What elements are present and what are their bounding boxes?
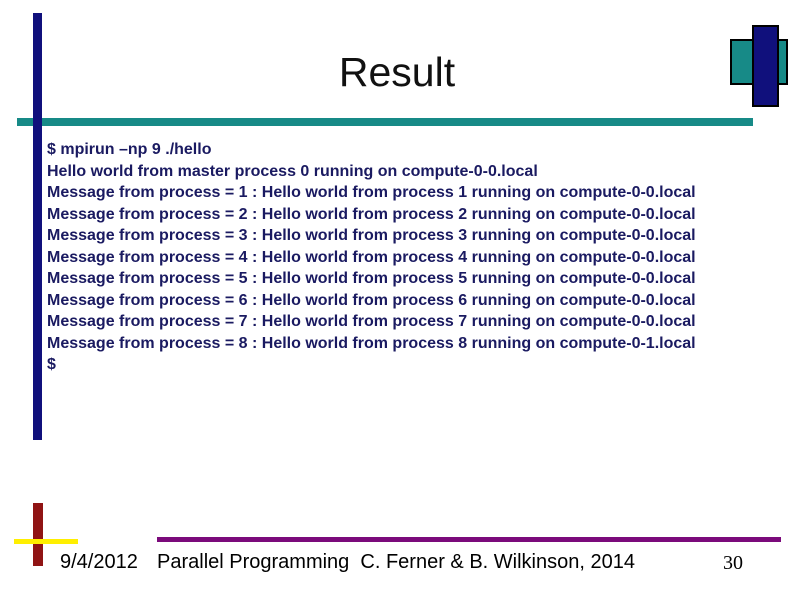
console-line: Message from process = 7 : Hello world f… bbox=[47, 313, 696, 330]
console-output: $ mpirun –np 9 ./hello Hello world from m… bbox=[47, 139, 747, 376]
console-line: Message from process = 4 : Hello world f… bbox=[47, 248, 696, 266]
footer-red-accent-bar bbox=[33, 503, 43, 566]
footer-purple-rule bbox=[157, 537, 781, 542]
console-line: $ bbox=[47, 356, 56, 373]
console-line: Message from process = 1 : Hello world f… bbox=[47, 184, 696, 201]
console-line: $ mpirun –np 9 ./hello bbox=[47, 141, 212, 158]
left-accent-bar bbox=[33, 13, 42, 440]
footer-date: 9/4/2012 bbox=[60, 551, 138, 573]
corner-navy-rect bbox=[752, 25, 779, 107]
title-divider-rule bbox=[17, 118, 753, 126]
console-line: Hello world from master process 0 runnin… bbox=[47, 162, 538, 180]
footer-page-number: 30 bbox=[723, 552, 743, 574]
console-line: Message from process = 2 : Hello world f… bbox=[47, 205, 696, 223]
console-line: Message from process = 8 : Hello world f… bbox=[47, 334, 696, 352]
console-line: Message from process = 3 : Hello world f… bbox=[47, 227, 696, 244]
console-line: Message from process = 6 : Hello world f… bbox=[47, 291, 696, 309]
slide-title: Result bbox=[338, 49, 456, 95]
console-line: Message from process = 5 : Hello world f… bbox=[47, 270, 696, 287]
footer-credit: Parallel Programming C. Ferner & B. Wilk… bbox=[157, 551, 635, 573]
footer-yellow-line bbox=[14, 539, 78, 544]
